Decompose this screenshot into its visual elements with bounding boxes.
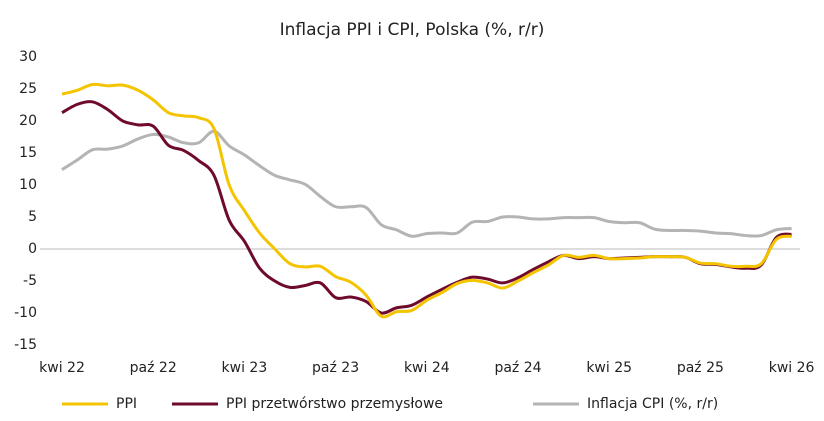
y-tick-label: -10 bbox=[14, 305, 37, 321]
x-tick-label: paź 22 bbox=[130, 360, 177, 376]
series-line bbox=[61, 129, 792, 238]
series-line bbox=[61, 82, 792, 319]
y-tick-label: -15 bbox=[14, 337, 37, 353]
y-tick-label: 30 bbox=[19, 49, 37, 65]
legend-label: PPI bbox=[116, 396, 137, 412]
y-tick-label: -5 bbox=[23, 273, 37, 289]
x-tick-label: kwi 23 bbox=[222, 360, 268, 376]
chart-title: Inflacja PPI i CPI, Polska (%, r/r) bbox=[280, 20, 545, 40]
y-tick-label: 15 bbox=[19, 145, 37, 161]
y-tick-label: 25 bbox=[19, 81, 37, 97]
y-tick-label: 0 bbox=[28, 241, 37, 257]
series-line bbox=[61, 100, 792, 315]
x-tick-label: paź 25 bbox=[677, 360, 724, 376]
x-tick-label: kwi 25 bbox=[586, 360, 632, 376]
y-tick-label: 5 bbox=[28, 209, 37, 225]
x-tick-label: paź 23 bbox=[312, 360, 359, 376]
legend-label: Inflacja CPI (%, r/r) bbox=[587, 396, 718, 412]
y-tick-label: 10 bbox=[19, 177, 37, 193]
x-tick-label: kwi 24 bbox=[404, 360, 450, 376]
y-tick-label: 20 bbox=[19, 113, 37, 129]
x-tick-label: kwi 22 bbox=[39, 360, 85, 376]
x-tick-label: paź 24 bbox=[494, 360, 541, 376]
legend-label: PPI przetwórstwo przemysłowe bbox=[226, 396, 443, 412]
x-tick-label: kwi 26 bbox=[769, 360, 815, 376]
